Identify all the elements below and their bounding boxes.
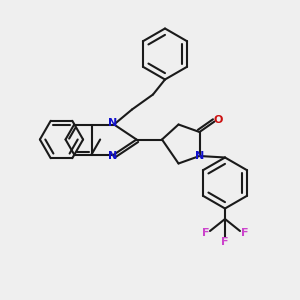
Text: F: F	[221, 237, 229, 248]
Text: O: O	[213, 115, 223, 125]
Text: F: F	[202, 227, 209, 238]
Text: N: N	[108, 151, 117, 161]
Text: N: N	[108, 118, 117, 128]
Text: F: F	[241, 227, 248, 238]
Text: N: N	[195, 151, 204, 161]
